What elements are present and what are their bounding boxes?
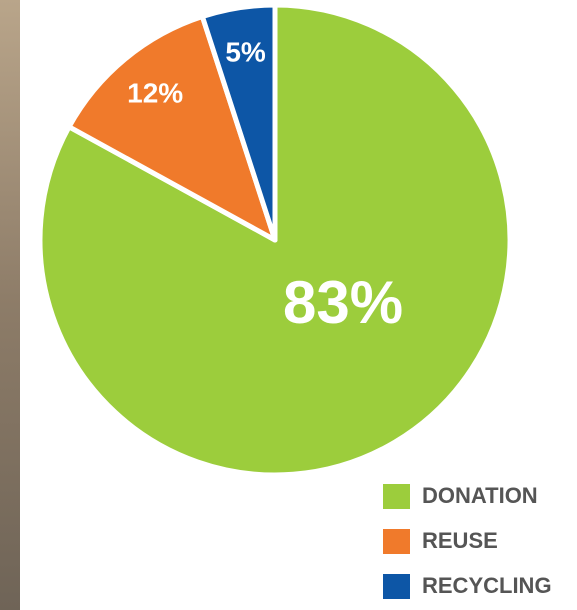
legend-swatch — [383, 484, 410, 509]
legend-label: RECYCLING — [422, 573, 552, 598]
legend-label: DONATION — [422, 483, 538, 508]
slice-label: 5% — [225, 37, 266, 68]
background-photo — [0, 0, 20, 610]
slice-label: 12% — [127, 78, 183, 109]
chart: 83% 12% 5% DONATION REUSE RECYCLING — [0, 0, 577, 610]
legend-label: REUSE — [422, 528, 498, 553]
slice-label: 83% — [283, 269, 403, 336]
photo-border — [20, 0, 24, 610]
legend-swatch — [383, 529, 410, 554]
legend-swatch — [383, 574, 410, 599]
